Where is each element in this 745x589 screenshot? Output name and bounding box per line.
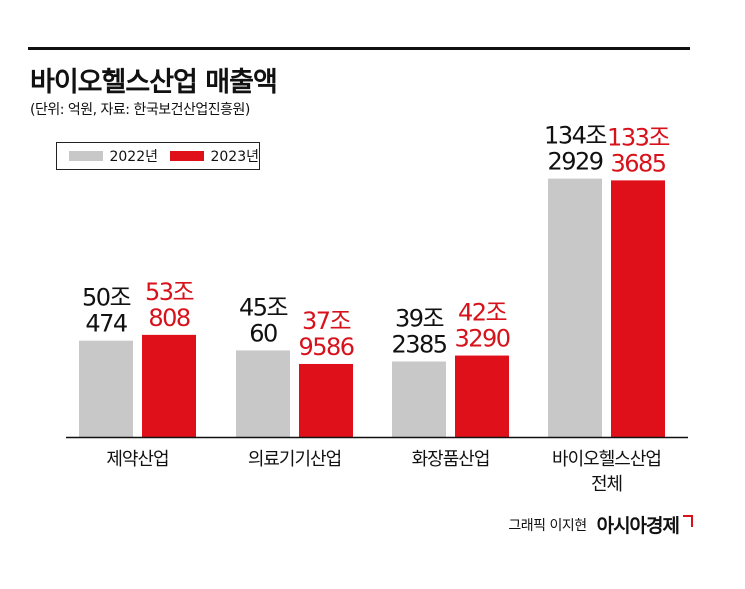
data-label: 42조 (458, 299, 507, 327)
legend-swatch-2022 (69, 151, 104, 161)
credit-author: 그래픽 이지현 (508, 517, 587, 534)
bar (142, 334, 196, 437)
data-label: 474 (85, 310, 127, 338)
category-label: 화장품산업 (412, 449, 490, 470)
data-label: 9586 (298, 333, 353, 361)
data-label: 53조 (145, 278, 194, 306)
brand-mark-icon (683, 514, 693, 527)
bar (299, 363, 353, 437)
data-label: 808 (148, 304, 190, 332)
data-label: 133조 (607, 123, 669, 151)
bar (392, 361, 446, 437)
data-label: 60 (249, 319, 277, 347)
data-label: 50조 (82, 284, 131, 312)
chart-subtitle: (단위: 억원, 자료: 한국보건산업진흥원) (30, 102, 250, 118)
data-label: 2385 (391, 330, 446, 358)
legend: 2022년 2023년 (56, 142, 260, 170)
data-label: 3290 (454, 325, 509, 353)
credit: 그래픽 이지현 아시아경제 (508, 511, 693, 538)
bar (236, 350, 290, 437)
bar (79, 340, 133, 437)
credit-brand: 아시아경제 (596, 515, 680, 537)
data-label: 2929 (547, 148, 602, 176)
legend-label-2023: 2023년 (210, 149, 259, 165)
data-label: 39조 (395, 304, 444, 332)
category-label: 제약산업 (106, 449, 168, 470)
data-label: 134조 (544, 122, 606, 150)
category-label: 바이오헬스산업 (552, 449, 661, 470)
data-label: 45조 (239, 293, 288, 321)
top-rule (28, 47, 690, 50)
legend-swatch-2023 (170, 151, 205, 161)
chart-title: 바이오헬스산업 매출액 (30, 67, 278, 98)
legend-label-2022: 2022년 (109, 149, 158, 165)
category-label: 전체 (591, 474, 622, 495)
bar (548, 178, 602, 438)
category-label: 의료기기산업 (248, 449, 341, 470)
bar (455, 355, 509, 437)
data-label: 3685 (610, 149, 665, 177)
bar (611, 180, 665, 437)
data-label: 37조 (302, 307, 351, 335)
